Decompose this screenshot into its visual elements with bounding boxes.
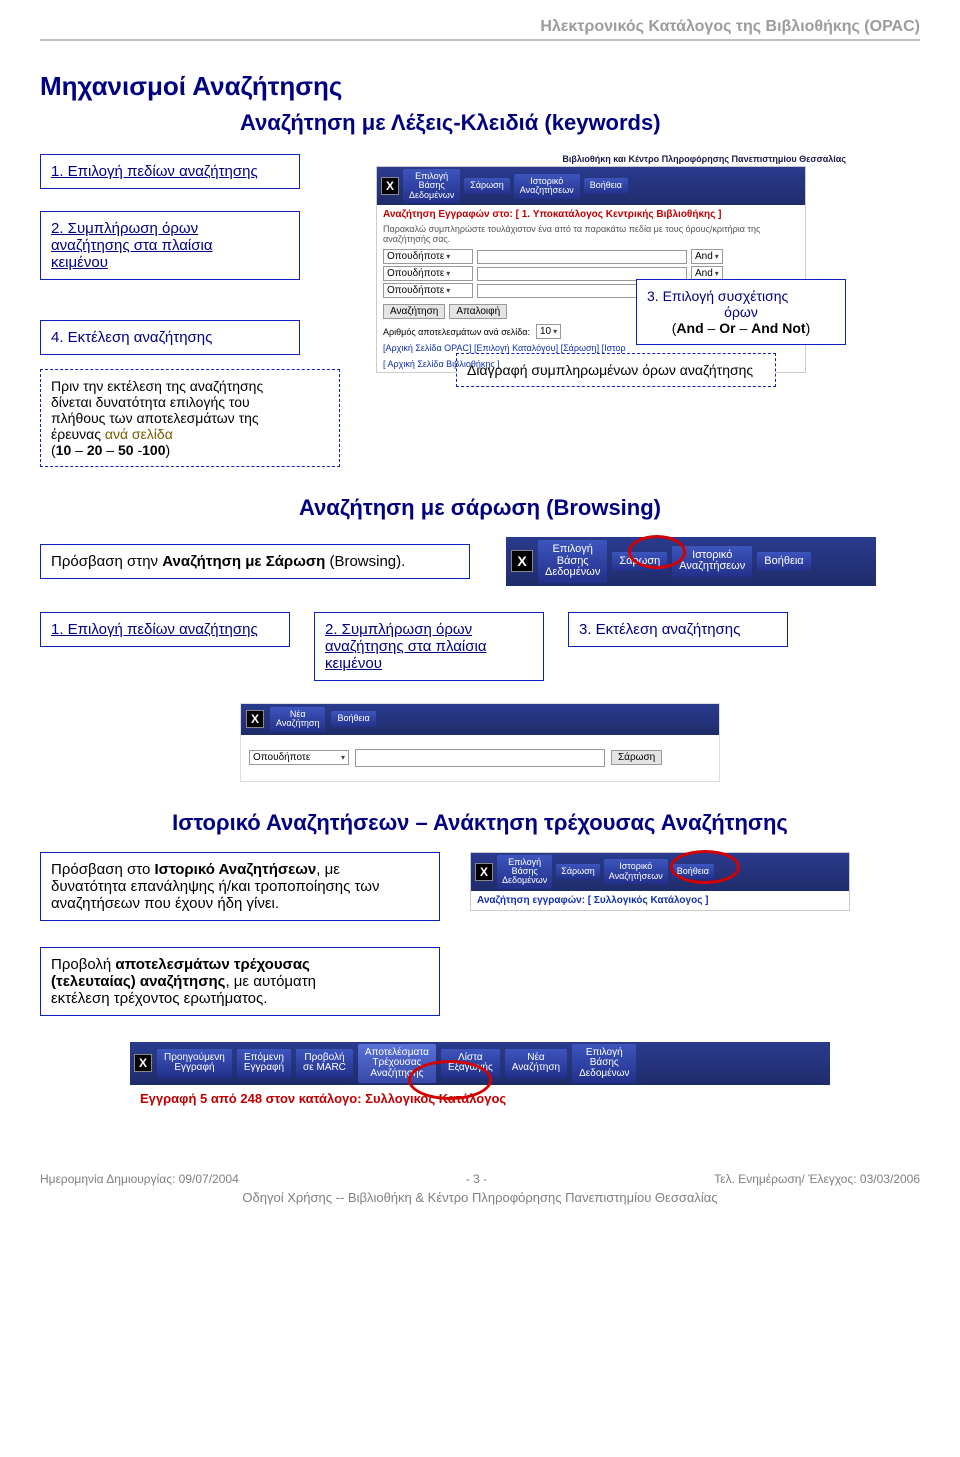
callout-browse-access: Πρόσβαση στην Αναζήτηση με Σάρωση (Brows… [40,544,470,579]
tab-new-search[interactable]: ΝέαΑναζήτηση [270,707,325,732]
search-context-line: Αναζήτηση Εγγραφών στο: [ 1. Υποκατάλογο… [377,205,805,224]
page-header-title: Ηλεκτρονικός Κατάλογος της Βιβλιοθήκης (… [40,18,920,41]
tab-prev-record[interactable]: ΠροηγούμενηΕγγραφή [157,1049,232,1078]
callout-browse-step1: 1. Επιλογή πεδίων αναζήτησης [40,612,290,647]
close-icon[interactable]: X [511,550,533,572]
tab-new-search[interactable]: ΝέαΑναζήτηση [505,1049,567,1078]
footer-date-created: Ημερομηνία Δημιουργίας: 09/07/2004 [40,1172,239,1186]
tab-db-select[interactable]: ΕπιλογήΒάσηςΔεδομένων [572,1044,636,1084]
field-select-3[interactable]: Οπουδήποτε▾ [383,283,473,298]
main-heading: Μηχανισμοί Αναζήτησης [40,71,920,102]
browse-term-input[interactable] [355,749,605,767]
results-caption: Εγγραφή 5 από 248 στον κατάλογο: Συλλογι… [130,1085,830,1112]
callout-step2: 2. Συμπλήρωση όρων αναζήτησης στα πλαίσι… [40,211,300,280]
library-title: Βιβλιοθήκη και Κέντρο Πληροφόρησης Πανεπ… [376,154,846,164]
browse-nav-bar: X ΕπιλογήΒάσηςΔεδομένων Σάρωση ΙστορικόΑ… [506,537,876,586]
tab-marc-view[interactable]: Προβολήσε MARC [296,1049,353,1078]
close-icon[interactable]: X [246,710,264,728]
callout-step4: 4. Εκτέλεση αναζήτησης [40,320,300,355]
field-select-2[interactable]: Οπουδήποτε▾ [383,266,473,281]
tab-help[interactable]: Βοήθεια [757,552,810,572]
tab-history[interactable]: ΙστορικόΑναζητήσεων [672,546,752,577]
tab-scan[interactable]: Σάρωση [556,864,599,879]
callout-step3: 3. Επιλογή συσχέτισης όρων (And – Or – A… [636,279,846,345]
tab-help[interactable]: Βοήθεια [584,178,628,193]
footer-date-updated: Τελ. Ενημέρωση/ Έλεγχος: 03/03/2006 [714,1172,920,1186]
browse-field-select[interactable]: Οπουδήποτε▾ [249,750,349,765]
close-icon[interactable]: X [134,1054,152,1072]
tab-history[interactable]: ΙστορικόΑναζητήσεων [514,174,580,199]
close-icon[interactable]: X [381,177,399,195]
history-nav-panel: X ΕπιλογήΒάσηςΔεδομένων Σάρωση ΙστορικόΑ… [470,852,850,911]
clear-button[interactable]: Απαλοιφή [449,304,507,319]
footer-subtitle: Οδηγοί Χρήσης -- Βιβλιοθήκη & Κέντρο Πλη… [40,1190,920,1205]
term-input-1[interactable] [477,250,687,264]
callout-browse-step2: 2. Συμπλήρωση όρων αναζήτησης στα πλαίσι… [314,612,544,681]
callout-browse-step3: 3. Εκτέλεση αναζήτησης [568,612,788,647]
tab-next-record[interactable]: ΕπόμενηΕγγραφή [237,1049,291,1078]
scan-button[interactable]: Σάρωση [611,750,662,765]
results-per-page-label: Αριθμός αποτελεσμάτων ανά σελίδα: [383,327,530,337]
field-select-1[interactable]: Οπουδήποτε▾ [383,249,473,264]
callout-history-access: Πρόσβαση στο Ιστορικό Αναζητήσεων, με δυ… [40,852,440,921]
tab-export-list[interactable]: ΛίσταΕξαγωγής [441,1049,500,1078]
search-instructions: Παρακαλώ συμπληρώστε τουλάχιστον ένα από… [377,224,805,248]
results-nav-panel: X ΠροηγούμενηΕγγραφή ΕπόμενηΕγγραφή Προβ… [130,1042,830,1113]
browsing-heading: Αναζήτηση με σάρωση (Browsing) [40,495,920,521]
callout-current-results: Προβολή αποτελεσμάτων τρέχουσας (τελευτα… [40,947,440,1016]
callout-clear-terms: Διαγραφή συμπληρωμένων όρων αναζήτησης [456,353,776,387]
callout-results-per-page: Πριν την εκτέλεση της αναζήτησης δίνεται… [40,369,340,467]
tab-db-select[interactable]: ΕπιλογήΒάσηςΔεδομένων [538,540,607,583]
tab-scan[interactable]: Σάρωση [464,178,509,193]
tab-db-select[interactable]: ΕπιλογήΒάσηςΔεδομένων [497,855,552,889]
browse-tool-panel: X ΝέαΑναζήτηση Βοήθεια Οπουδήποτε▾ Σάρωσ… [240,703,720,782]
history-context-line: Αναζήτηση εγγραφών: [ Συλλογικός Κατάλογ… [471,891,849,910]
nav-bar-top: X ΕπιλογήΒάσηςΔεδομένων Σάρωση ΙστορικόΑ… [377,167,805,205]
tab-help[interactable]: Βοήθεια [672,864,714,879]
results-per-page-select[interactable]: 10▾ [536,324,561,339]
tab-history[interactable]: ΙστορικόΑναζητήσεων [604,859,668,884]
keywords-heading: Αναζήτηση με Λέξεις-Κλειδιά (keywords) [240,110,920,136]
tab-scan[interactable]: Σάρωση [612,552,667,572]
tab-db-select[interactable]: ΕπιλογήΒάσηςΔεδομένων [403,169,460,203]
footer-page-num: - 3 - [466,1172,487,1186]
close-icon[interactable]: X [475,863,493,881]
page-footer: Ημερομηνία Δημιουργίας: 09/07/2004 - 3 -… [40,1172,920,1186]
tab-current-results[interactable]: ΑποτελέσματαΤρέχουσαςΑναζήτησης [358,1044,436,1084]
callout-step1: 1. Επιλογή πεδίων αναζήτησης [40,154,300,189]
history-heading: Ιστορικό Αναζητήσεων – Ανάκτηση τρέχουσα… [40,810,920,836]
search-button[interactable]: Αναζήτηση [383,304,445,319]
tab-help[interactable]: Βοήθεια [331,711,375,726]
operator-select-1[interactable]: And▾ [691,249,723,264]
